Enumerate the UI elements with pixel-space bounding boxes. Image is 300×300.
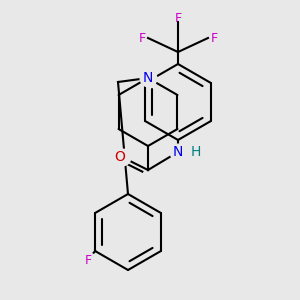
Text: O: O: [115, 150, 125, 164]
Text: F: F: [84, 254, 92, 266]
Text: H: H: [191, 145, 201, 159]
Text: F: F: [138, 32, 146, 44]
Text: N: N: [173, 145, 183, 159]
Text: N: N: [143, 71, 153, 85]
Text: F: F: [174, 11, 182, 25]
Text: F: F: [210, 32, 218, 44]
